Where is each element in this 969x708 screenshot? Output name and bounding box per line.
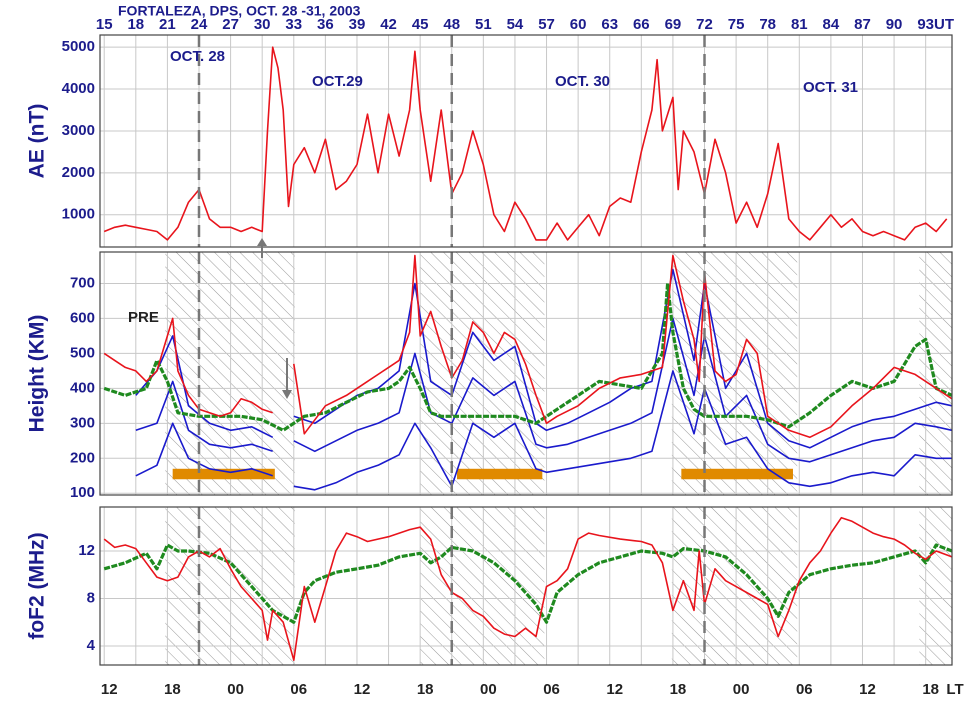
x2-tick-label: 00: [227, 681, 244, 698]
arrow-head: [257, 238, 267, 246]
y-tick-label: 700: [70, 274, 95, 291]
x-tick-label: 60: [570, 16, 587, 33]
x2-tick-label: 00: [480, 681, 497, 698]
y-tick-label: 4000: [62, 80, 95, 97]
y-axis-label: foF2 (MHz): [26, 532, 49, 639]
y-tick-label: 8: [87, 589, 95, 606]
x2-tick-label: 06: [543, 681, 560, 698]
y-tick-label: 12: [78, 542, 95, 559]
x2-tick-label: 18: [164, 681, 181, 698]
x2-tick-label: 06: [796, 681, 813, 698]
night-shading: [919, 507, 952, 665]
y-tick-label: 1000: [62, 206, 95, 223]
x-axis-label: UT: [934, 16, 954, 33]
x-tick-label: 72: [696, 16, 713, 33]
series-line: [103, 281, 952, 432]
x2-tick-label: 18: [922, 681, 939, 698]
x-tick-label: 45: [412, 16, 429, 33]
x-tick-label: 48: [443, 16, 460, 33]
y-tick-label: 5000: [62, 38, 95, 55]
x-tick-label: 27: [222, 16, 239, 33]
bar: [681, 468, 793, 480]
night-shading: [420, 507, 545, 665]
series-line: [103, 254, 952, 439]
x-tick-label: 93: [917, 16, 934, 33]
x-tick-label: 63: [601, 16, 618, 33]
annotation: OCT.29: [312, 73, 363, 90]
arrows: [257, 238, 292, 399]
night-shading: [420, 252, 545, 495]
night-shading: [919, 252, 952, 495]
y-tick-label: 400: [70, 379, 95, 396]
x2-tick-label: 12: [859, 681, 876, 698]
annotation: PRE: [128, 309, 159, 326]
panel-frame: [99, 506, 953, 666]
y-tick-label: 200: [70, 449, 95, 466]
annotation: OCT. 28: [170, 48, 225, 65]
bar: [172, 468, 275, 480]
y-tick-label: 2000: [62, 164, 95, 181]
x2-tick-label: 12: [606, 681, 623, 698]
y-tick-label: 3000: [62, 122, 95, 139]
x-tick-label: 21: [159, 16, 176, 33]
x2-tick-label: 12: [354, 681, 371, 698]
x2-tick-label: 18: [417, 681, 434, 698]
y-axis-label: AE (nT): [26, 104, 49, 179]
x-tick-label: 51: [475, 16, 492, 33]
x-tick-label: 75: [728, 16, 745, 33]
x-tick-label: 18: [127, 16, 144, 33]
x-tick-label: 69: [665, 16, 682, 33]
y-tick-label: 100: [70, 484, 95, 501]
annotation: OCT. 30: [555, 73, 610, 90]
series-line: [103, 516, 952, 661]
x-tick-label: 39: [349, 16, 366, 33]
chart-title: FORTALEZA, DPS, OCT. 28 -31, 2003: [118, 3, 361, 19]
night-shading: [165, 507, 295, 665]
series-line: [103, 543, 952, 624]
y-tick-label: 500: [70, 344, 95, 361]
x-tick-label: 84: [823, 16, 840, 33]
x-tick-label: 36: [317, 16, 334, 33]
x2-tick-label: 06: [290, 681, 307, 698]
x2-axis-label: LT: [946, 681, 963, 698]
x-tick-label: 57: [538, 16, 555, 33]
y-tick-label: 300: [70, 414, 95, 431]
x-tick-label: 15: [96, 16, 113, 33]
annotation: OCT. 31: [803, 79, 858, 96]
x-tick-label: 24: [191, 16, 208, 33]
x-tick-label: 90: [886, 16, 903, 33]
series-line: [103, 46, 948, 241]
y-tick-label: 600: [70, 309, 95, 326]
x2-tick-label: 18: [670, 681, 687, 698]
y-tick-label: 4: [87, 637, 96, 654]
panel-frame: [99, 251, 953, 496]
x2-tick-label: 12: [101, 681, 118, 698]
x-tick-label: 78: [759, 16, 776, 33]
x-tick-label: 81: [791, 16, 808, 33]
bar: [457, 468, 543, 480]
panel: [100, 507, 952, 665]
x-tick-label: 30: [254, 16, 271, 33]
x-tick-label: 42: [380, 16, 397, 33]
x-tick-label: 54: [507, 16, 524, 33]
y-axis-label: Height (KM): [26, 315, 49, 433]
x-tick-label: 33: [285, 16, 302, 33]
x2-tick-label: 00: [733, 681, 750, 698]
arrow-head: [282, 390, 292, 399]
x-tick-label: 87: [854, 16, 871, 33]
series-line: [135, 317, 952, 463]
x-tick-label: 66: [633, 16, 650, 33]
panel-frame: [99, 34, 953, 248]
